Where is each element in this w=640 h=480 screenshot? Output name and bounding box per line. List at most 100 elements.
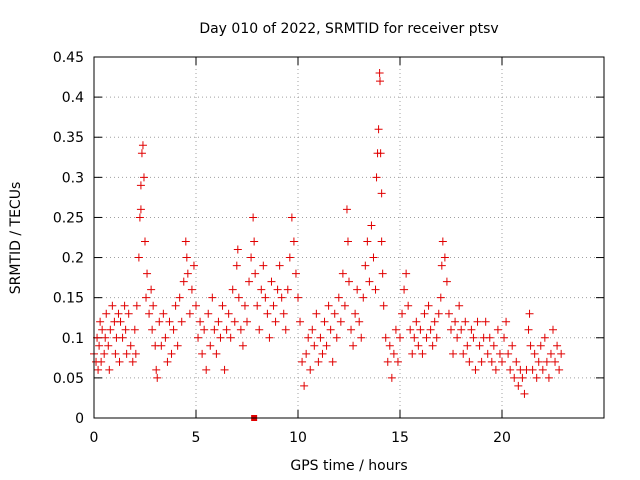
plot-frame (93, 56, 605, 419)
data-point (357, 333, 366, 342)
data-point (212, 349, 221, 358)
y-tick-label: 0.45 (53, 50, 84, 66)
data-point (393, 357, 402, 366)
data-point (275, 261, 284, 270)
data-point (367, 221, 376, 230)
data-point (347, 325, 356, 334)
data-point (465, 357, 474, 366)
data-point (115, 357, 124, 366)
data-point (285, 253, 294, 262)
data-point (222, 325, 231, 334)
data-point (375, 69, 384, 78)
data-point (406, 325, 415, 334)
data-point (438, 237, 447, 246)
data-point (97, 357, 106, 366)
data-point (378, 269, 387, 278)
data-point (455, 301, 464, 310)
data-point (412, 317, 421, 326)
data-point (98, 325, 107, 334)
data-point (442, 277, 451, 286)
data-point (332, 333, 341, 342)
data-point (200, 325, 209, 334)
data-point (324, 301, 333, 310)
data-point (253, 301, 262, 310)
data-point (495, 349, 504, 358)
y-tick-label: 0.15 (53, 291, 84, 307)
data-point (310, 341, 319, 350)
data-point (510, 373, 519, 382)
data-point (493, 325, 502, 334)
data-point (467, 325, 476, 334)
data-point (161, 333, 170, 342)
data-point (100, 349, 109, 358)
data-point (316, 333, 325, 342)
data-point (553, 341, 562, 350)
data-point (157, 341, 166, 350)
data-point (265, 333, 274, 342)
data-points (90, 69, 566, 421)
data-point (192, 301, 200, 310)
data-point (173, 341, 182, 350)
data-point (141, 237, 149, 246)
data-point (475, 341, 484, 350)
data-point (228, 285, 237, 294)
data-point (202, 365, 211, 374)
data-point (457, 325, 466, 334)
data-point (428, 341, 437, 350)
grid-lines (94, 57, 604, 418)
y-tick-label: 0.35 (53, 130, 84, 146)
data-point (391, 325, 400, 334)
data-point (402, 269, 411, 278)
data-point (169, 325, 178, 334)
data-point (294, 293, 302, 302)
y-tick-label: 0.2 (62, 251, 84, 267)
data-point (271, 317, 280, 326)
data-point (538, 365, 547, 374)
data-point (359, 293, 368, 302)
data-point (340, 301, 349, 310)
data-point (549, 325, 557, 334)
data-point (400, 285, 409, 294)
data-point (551, 357, 560, 366)
data-point (353, 285, 362, 294)
x-tick-label: 10 (289, 430, 307, 446)
x-tick-label: 15 (391, 430, 409, 446)
data-point (343, 237, 352, 246)
data-point (349, 341, 358, 350)
data-point (189, 261, 198, 270)
data-point (477, 357, 486, 366)
data-point (306, 365, 315, 374)
data-point (163, 357, 172, 366)
data-point (304, 333, 313, 342)
data-point (536, 341, 545, 350)
y-axis-label: SRMTID / TECUs (8, 182, 24, 295)
data-point (314, 357, 323, 366)
data-point (422, 333, 431, 342)
y-tick-label: 0.25 (53, 210, 84, 226)
data-point (461, 317, 470, 326)
data-point (379, 301, 388, 310)
data-point (137, 149, 146, 158)
data-point (410, 333, 419, 342)
data-point (187, 285, 196, 294)
x-tick-label: 0 (90, 430, 99, 446)
data-point (318, 349, 327, 358)
data-point (371, 285, 380, 294)
data-point (355, 317, 364, 326)
data-point (196, 317, 205, 326)
data-point (500, 333, 509, 342)
data-point (418, 349, 427, 358)
data-point (263, 309, 272, 318)
data-point (130, 325, 139, 334)
data-point (377, 189, 386, 198)
data-point (555, 365, 564, 374)
data-point (255, 325, 264, 334)
data-point (432, 333, 441, 342)
data-point (481, 317, 490, 326)
data-point (498, 357, 506, 366)
data-point (320, 317, 329, 326)
data-point (526, 341, 535, 350)
data-point (524, 325, 533, 334)
data-point (145, 309, 154, 318)
data-point (489, 341, 498, 350)
